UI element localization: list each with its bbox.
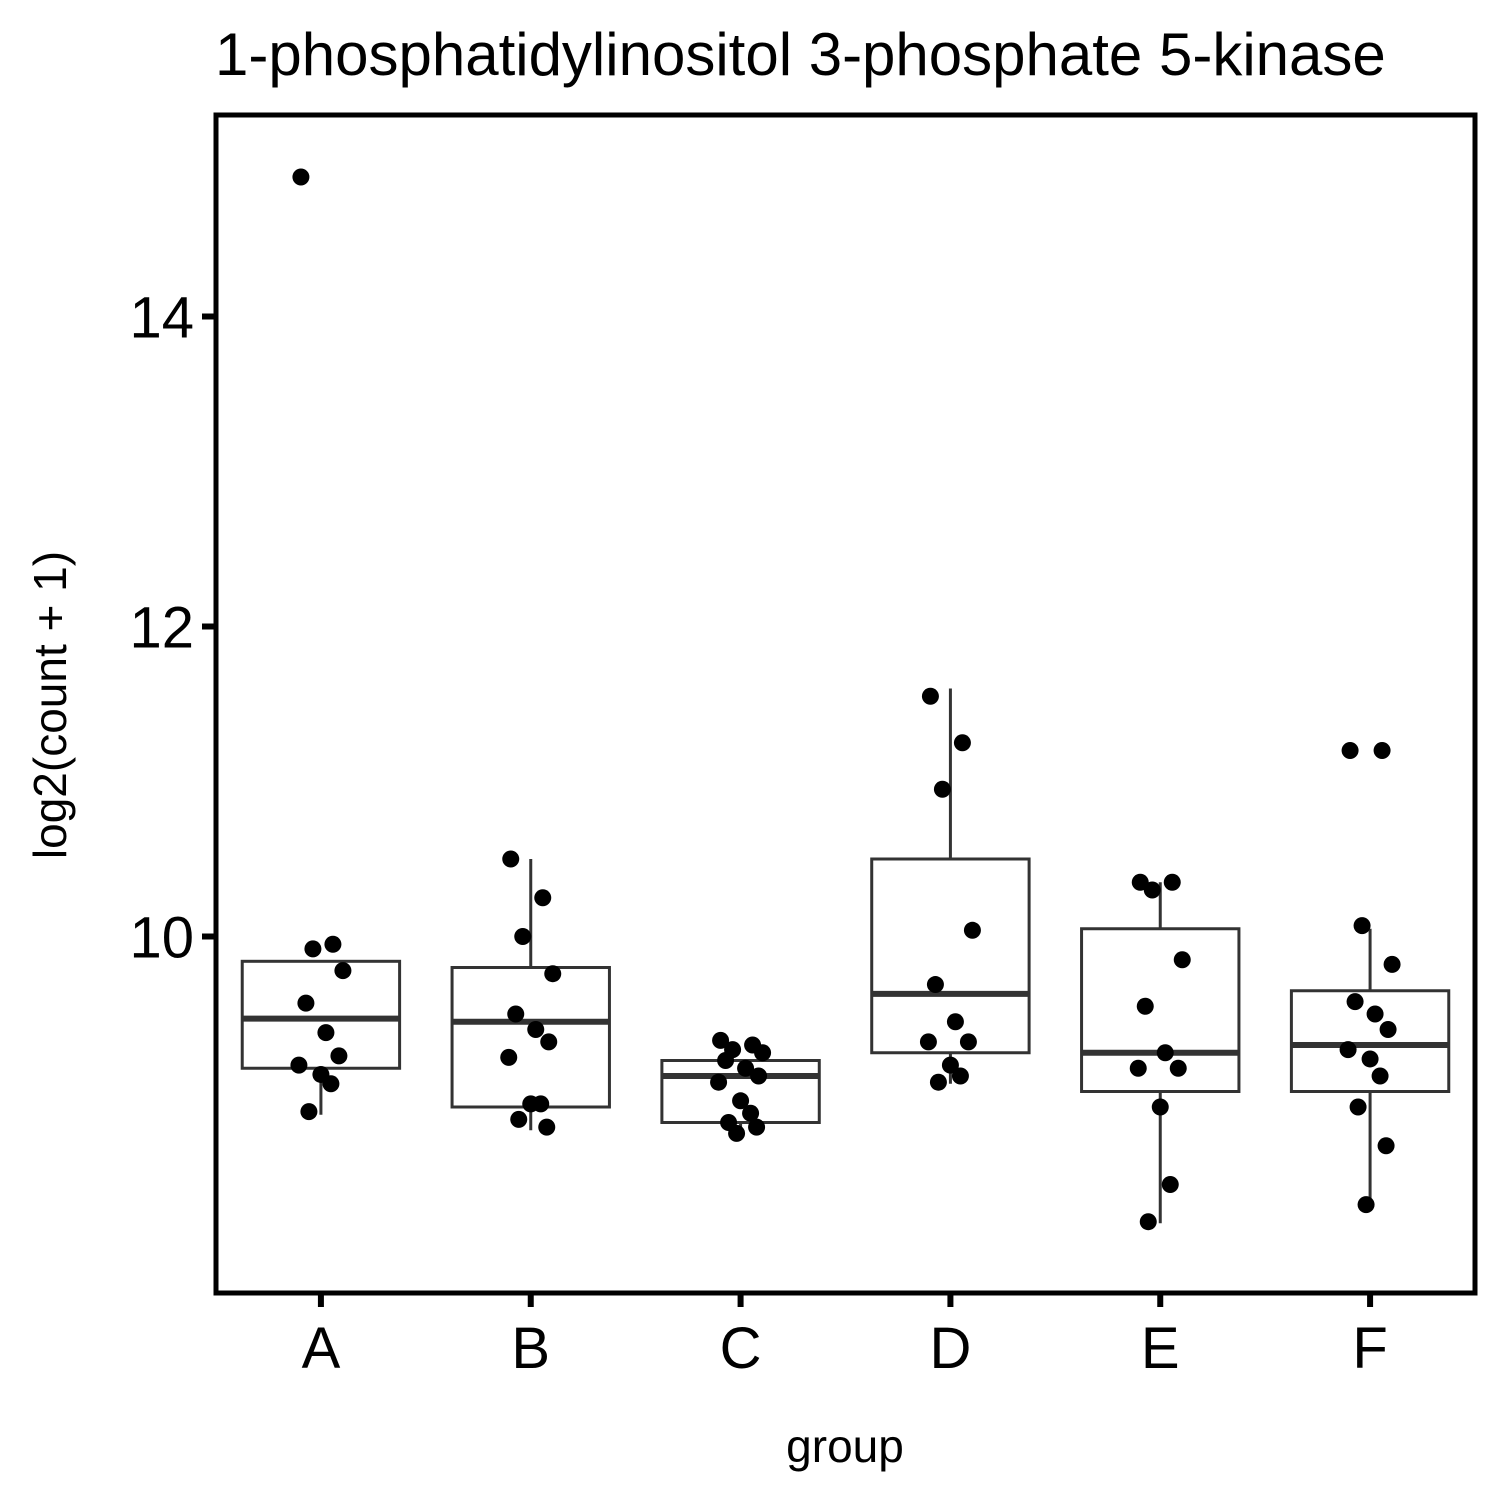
data-point [710, 1073, 728, 1091]
data-point [527, 1021, 545, 1038]
data-point [963, 921, 981, 939]
data-point [304, 940, 322, 958]
y-tick-label: 10 [129, 906, 194, 971]
y-axis-title: log2(count + 1) [24, 551, 76, 859]
data-point [728, 1124, 746, 1142]
data-point [1371, 1067, 1389, 1085]
data-point [1349, 1098, 1367, 1116]
box-iqr [1080, 927, 1241, 1093]
data-point [926, 976, 944, 994]
box-iqr [240, 959, 402, 1070]
data-point [1361, 1050, 1379, 1068]
data-point [953, 734, 971, 752]
data-point [507, 1005, 525, 1023]
data-point [941, 1056, 959, 1074]
data-point [1366, 1005, 1384, 1023]
data-point [929, 1073, 947, 1091]
data-point [732, 1092, 750, 1110]
y-tick-label: 12 [129, 596, 194, 661]
data-point [510, 1110, 528, 1128]
data-point [322, 1075, 340, 1093]
data-point [1163, 873, 1181, 891]
x-tick-label: A [302, 1316, 341, 1381]
data-point [330, 1047, 348, 1065]
data-point [946, 1013, 964, 1031]
data-point [538, 1118, 556, 1136]
data-point [742, 1104, 760, 1122]
x-axis-title: group [786, 1420, 904, 1472]
x-tick-label: E [1141, 1316, 1180, 1381]
x-tick-label: B [511, 1316, 550, 1381]
box-group-F [1289, 928, 1451, 1208]
points-F [1339, 742, 1401, 1214]
data-point [750, 1067, 768, 1085]
points-D [919, 687, 981, 1091]
data-point [324, 935, 342, 953]
data-point [290, 1056, 308, 1074]
points-C [710, 1031, 772, 1142]
data-point [334, 962, 352, 980]
plot-marks [240, 168, 1451, 1231]
data-point [292, 168, 310, 186]
data-point [712, 1031, 730, 1049]
data-point [1129, 1059, 1147, 1077]
data-point [540, 1033, 558, 1051]
data-point [919, 1033, 937, 1051]
data-point [1383, 955, 1401, 973]
data-point [951, 1067, 969, 1085]
data-point [1143, 881, 1161, 899]
box-group-B [450, 859, 611, 1131]
data-point [1373, 742, 1391, 759]
points-A [290, 168, 352, 1121]
data-point [933, 780, 951, 798]
points-E [1129, 873, 1191, 1231]
data-point [748, 1118, 766, 1136]
data-point [534, 889, 552, 907]
chart-title: 1-phosphatidylinositol 3-phosphate 5-kin… [215, 21, 1386, 88]
data-point [1139, 1213, 1157, 1231]
points-B [500, 850, 562, 1136]
data-point [514, 928, 532, 945]
box-group-E [1080, 882, 1241, 1224]
box-iqr [1289, 989, 1451, 1093]
plot-frame [213, 112, 1478, 1296]
data-point [532, 1095, 550, 1113]
data-point [1136, 997, 1154, 1015]
data-point [959, 1033, 977, 1051]
box-iqr [450, 966, 611, 1109]
data-point [1169, 1059, 1187, 1077]
data-point [1161, 1176, 1179, 1193]
x-tick-label: F [1352, 1316, 1387, 1381]
y-tick-label: 14 [129, 286, 194, 351]
data-point [1339, 1041, 1357, 1059]
data-point [717, 1052, 735, 1069]
data-point [317, 1024, 335, 1042]
x-tick-label: C [720, 1316, 762, 1381]
data-point [1346, 993, 1364, 1011]
data-point [1156, 1044, 1174, 1062]
data-point [737, 1059, 755, 1077]
data-point [921, 687, 939, 705]
data-point [1379, 1021, 1397, 1038]
data-point [1377, 1137, 1395, 1155]
data-point [1131, 873, 1149, 891]
data-point [297, 994, 315, 1012]
data-point [1173, 951, 1191, 969]
data-point [1151, 1098, 1169, 1116]
data-point [1353, 917, 1371, 935]
data-point [1341, 742, 1359, 759]
data-point [1357, 1196, 1375, 1214]
data-point [754, 1044, 772, 1062]
data-point [502, 850, 520, 868]
data-point [544, 965, 562, 983]
axes: 10 12 14 A B C D E F [129, 286, 1387, 1382]
data-point [500, 1048, 518, 1066]
x-tick-label: D [929, 1316, 971, 1381]
data-point [300, 1103, 318, 1121]
